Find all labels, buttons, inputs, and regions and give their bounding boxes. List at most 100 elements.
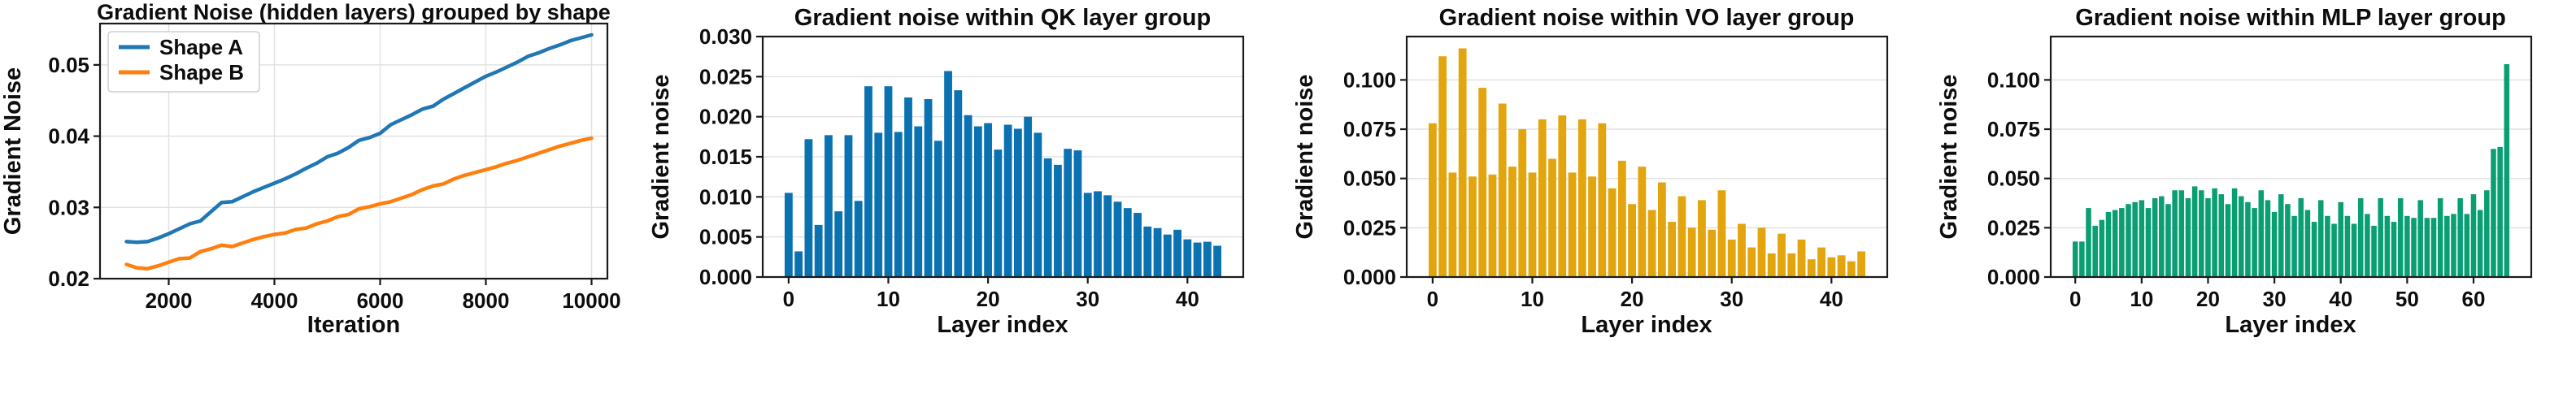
x-tick-label: 4000 bbox=[251, 288, 298, 313]
bar bbox=[1538, 119, 1547, 277]
y-tick-label: 0.005 bbox=[699, 225, 752, 249]
bar-chart-vo-layer-group: Gradient noise within VO layer group Lay… bbox=[1292, 5, 1889, 338]
bar bbox=[2437, 197, 2443, 277]
x-tick-label: 10000 bbox=[562, 288, 620, 313]
x-tick-label: 8000 bbox=[463, 288, 510, 313]
bar bbox=[2086, 208, 2091, 277]
bar bbox=[784, 193, 793, 277]
bar bbox=[1817, 247, 1825, 277]
bar bbox=[1183, 239, 1192, 277]
bar bbox=[2218, 194, 2225, 277]
bar bbox=[2417, 200, 2423, 277]
x-tick-label: 6000 bbox=[357, 288, 404, 313]
line-series-1 bbox=[124, 136, 594, 271]
bar bbox=[1757, 227, 1766, 277]
bar bbox=[2271, 211, 2278, 277]
bar bbox=[1568, 172, 1577, 277]
bar bbox=[2185, 197, 2191, 277]
bar bbox=[933, 141, 942, 277]
bar bbox=[1588, 176, 1596, 277]
bar bbox=[1143, 226, 1152, 277]
bar-chart-figure-vo-layer-group: Gradient noise within VO layer group Lay… bbox=[1288, 0, 1932, 416]
bar bbox=[2497, 146, 2503, 277]
bar bbox=[2477, 210, 2483, 277]
chart-title: Gradient noise within VO layer group bbox=[1439, 5, 1855, 31]
bar bbox=[1827, 257, 1836, 277]
y-tick-label: 0.075 bbox=[1343, 117, 1396, 141]
x-tick-label: 10 bbox=[1521, 287, 1544, 311]
x-axis-label: Layer index bbox=[2225, 312, 2356, 338]
bar bbox=[964, 115, 973, 277]
bar bbox=[2126, 204, 2131, 277]
bar bbox=[1428, 123, 1437, 277]
bar bbox=[2145, 208, 2152, 277]
bar bbox=[2424, 218, 2430, 277]
bar bbox=[1054, 164, 1062, 277]
bar bbox=[2231, 188, 2238, 277]
x-tick-label: 40 bbox=[1820, 287, 1843, 311]
bar bbox=[994, 149, 1003, 277]
y-tick-label: 0.025 bbox=[1987, 215, 2040, 240]
bar bbox=[1094, 191, 1102, 277]
bar bbox=[1153, 227, 1162, 277]
plot-area: 0 10 20 30 40 0.000 0.005 0.010 0.015 0.020 0.025 0… bbox=[699, 24, 1245, 311]
bar bbox=[874, 132, 883, 277]
y-tick-label: 0.010 bbox=[699, 184, 752, 209]
x-tick-label: 10 bbox=[877, 287, 900, 311]
bar bbox=[825, 135, 833, 277]
x-tick-label: 20 bbox=[2196, 287, 2220, 311]
bar bbox=[2225, 204, 2231, 277]
bar bbox=[2072, 241, 2078, 277]
bar bbox=[1727, 239, 1736, 277]
legend-label: Shape B bbox=[159, 60, 244, 84]
bar bbox=[2119, 208, 2125, 277]
bar bbox=[1003, 124, 1012, 277]
bar bbox=[1598, 123, 1607, 277]
y-tick-label: 0.025 bbox=[699, 64, 752, 89]
bar bbox=[2245, 201, 2251, 277]
bar bbox=[1193, 242, 1202, 277]
bar bbox=[2165, 204, 2171, 277]
bar bbox=[1738, 223, 1746, 277]
y-tick-label: 0.025 bbox=[1343, 215, 1396, 240]
y-tick-label: 0.050 bbox=[1343, 167, 1396, 191]
bar bbox=[2491, 149, 2496, 277]
line-chart-gradient-noise-by-shape: Gradient Noise (hidden layers) grouped b… bbox=[0, 0, 621, 338]
bar bbox=[904, 97, 912, 277]
bar bbox=[1043, 158, 1052, 277]
bar-chart-mlp-layer-group: Gradient noise within MLP layer group La… bbox=[1936, 5, 2533, 338]
bar bbox=[1213, 245, 1222, 277]
bar bbox=[1608, 188, 1617, 277]
bar bbox=[1528, 172, 1537, 277]
bar bbox=[1778, 233, 1786, 277]
line-series-0 bbox=[124, 32, 594, 245]
bar bbox=[804, 139, 813, 277]
plot-border bbox=[1405, 35, 1889, 279]
y-axis-label: Gradient Noise bbox=[0, 67, 26, 235]
bar bbox=[834, 211, 843, 277]
bar bbox=[2391, 222, 2397, 277]
bar bbox=[984, 123, 993, 277]
bar bbox=[2430, 218, 2437, 277]
bar bbox=[1103, 195, 1112, 277]
x-tick-label: 30 bbox=[1076, 287, 1099, 311]
bar bbox=[2331, 223, 2337, 277]
bar bbox=[1847, 261, 1856, 277]
bar bbox=[844, 135, 853, 277]
bar bbox=[1163, 234, 1172, 277]
bar bbox=[1677, 196, 1686, 277]
y-axis-label: Gradient noise bbox=[1292, 74, 1318, 239]
bar bbox=[1657, 182, 1666, 277]
plot-area: 0 10 20 30 40 0.000 0.025 0.050 0.075 0.100 bbox=[1343, 35, 1889, 311]
bar bbox=[2099, 219, 2105, 277]
y-tick-label: 0.050 bbox=[1987, 167, 2040, 191]
bar bbox=[1123, 208, 1132, 277]
bar bbox=[2504, 63, 2510, 277]
y-tick-label: 0.04 bbox=[48, 124, 89, 149]
bar bbox=[2112, 210, 2118, 277]
bar bbox=[954, 90, 963, 278]
bar bbox=[1548, 158, 1556, 277]
x-tick-label: 20 bbox=[1621, 287, 1644, 311]
bar bbox=[1558, 115, 1567, 277]
x-axis-label: Iteration bbox=[307, 312, 400, 338]
